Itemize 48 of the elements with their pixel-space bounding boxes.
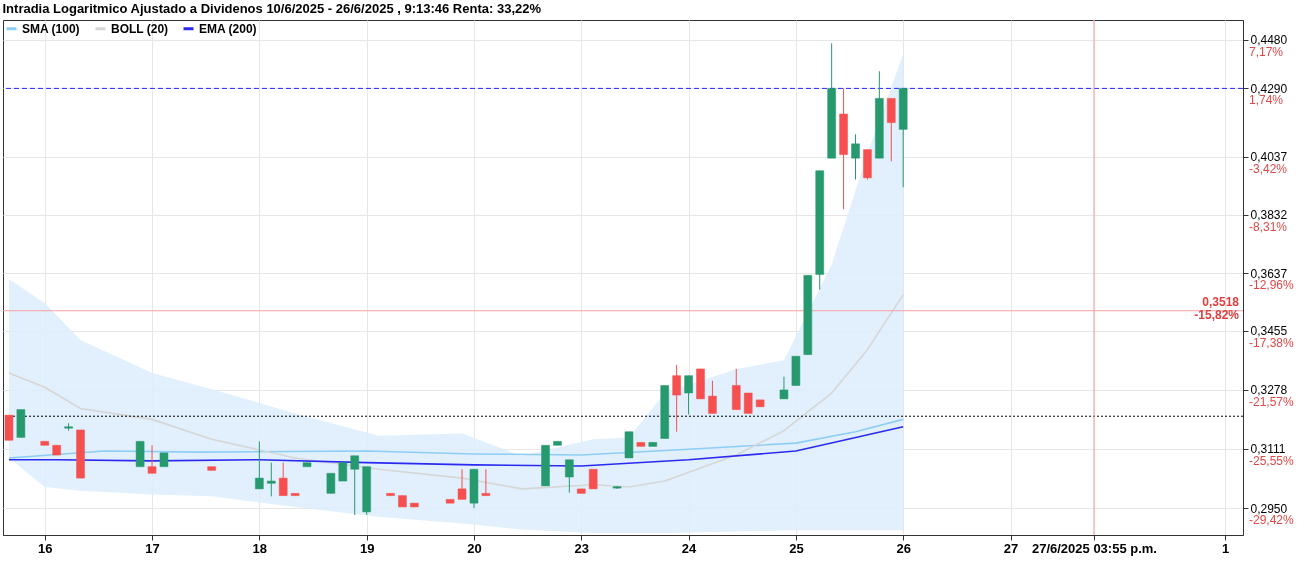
- candlestick: [350, 455, 359, 516]
- ref-line-label: 0,3518 -15,82%: [1194, 294, 1240, 322]
- y-tick-label: 0,3278: [1250, 383, 1288, 398]
- legend-label: EMA (200): [199, 21, 257, 36]
- y-tick-label: 0,4290: [1250, 81, 1288, 96]
- candlestick: [147, 444, 157, 474]
- y-tick-label: 0,2950: [1250, 501, 1288, 516]
- line-series: [8, 418, 904, 459]
- line-series: [8, 425, 904, 467]
- x-tick-label: 17: [145, 540, 160, 556]
- x-tick-label: 19: [359, 540, 375, 556]
- candlestick: [326, 472, 336, 494]
- x-tick-label: 25: [789, 540, 804, 556]
- candlestick: [851, 133, 860, 181]
- candlestick: [267, 462, 276, 497]
- y-tick-label: 0,4037: [1250, 150, 1288, 165]
- candlestick: [278, 462, 288, 497]
- legend-label: BOLL (20): [111, 21, 169, 36]
- legend-label: SMA (100): [22, 21, 80, 36]
- candlestick: [708, 380, 717, 414]
- x-tick-label: 1: [1222, 540, 1230, 556]
- x-tick-label: 16: [38, 540, 53, 556]
- candlestick: [565, 459, 574, 494]
- text: -29,42%: [1249, 513, 1295, 528]
- x-tick-label: 20: [467, 540, 482, 556]
- text: -17,38%: [1249, 336, 1295, 350]
- chart-title: Intradia Logaritmico Ajustado a Dividenos 10/6/2025 - 26/6/2025 , 9:13:46 Renta: 33,22%: [2, 0, 542, 16]
- y-tick-label: 0,4480: [1250, 33, 1288, 48]
- candlestick: [457, 468, 467, 500]
- y-tick-label: 0,3455: [1250, 324, 1288, 339]
- candlestick: [743, 392, 753, 414]
- line-series: [8, 293, 904, 490]
- y-tick-label: 0,3111: [1250, 442, 1286, 457]
- candlestick: [481, 468, 491, 497]
- candlestick: [779, 376, 789, 400]
- x-tick-label: 27: [1003, 540, 1019, 556]
- candlestick: [588, 468, 598, 490]
- x-tick-label: 23: [574, 540, 589, 556]
- x-tick-label: 26: [896, 540, 911, 556]
- candlestick: [684, 375, 693, 415]
- candlestick: [255, 440, 264, 490]
- candlestick: [338, 462, 348, 482]
- x-tick-label: 18: [252, 540, 268, 556]
- y-tick-label: 0,3637: [1250, 266, 1288, 281]
- x-tick-label: 27/6/2025 03:55 p.m.: [1031, 540, 1157, 556]
- candlestick: [672, 364, 681, 433]
- x-tick-label: 24: [681, 540, 698, 556]
- y-tick-label: 0,3832: [1250, 208, 1288, 223]
